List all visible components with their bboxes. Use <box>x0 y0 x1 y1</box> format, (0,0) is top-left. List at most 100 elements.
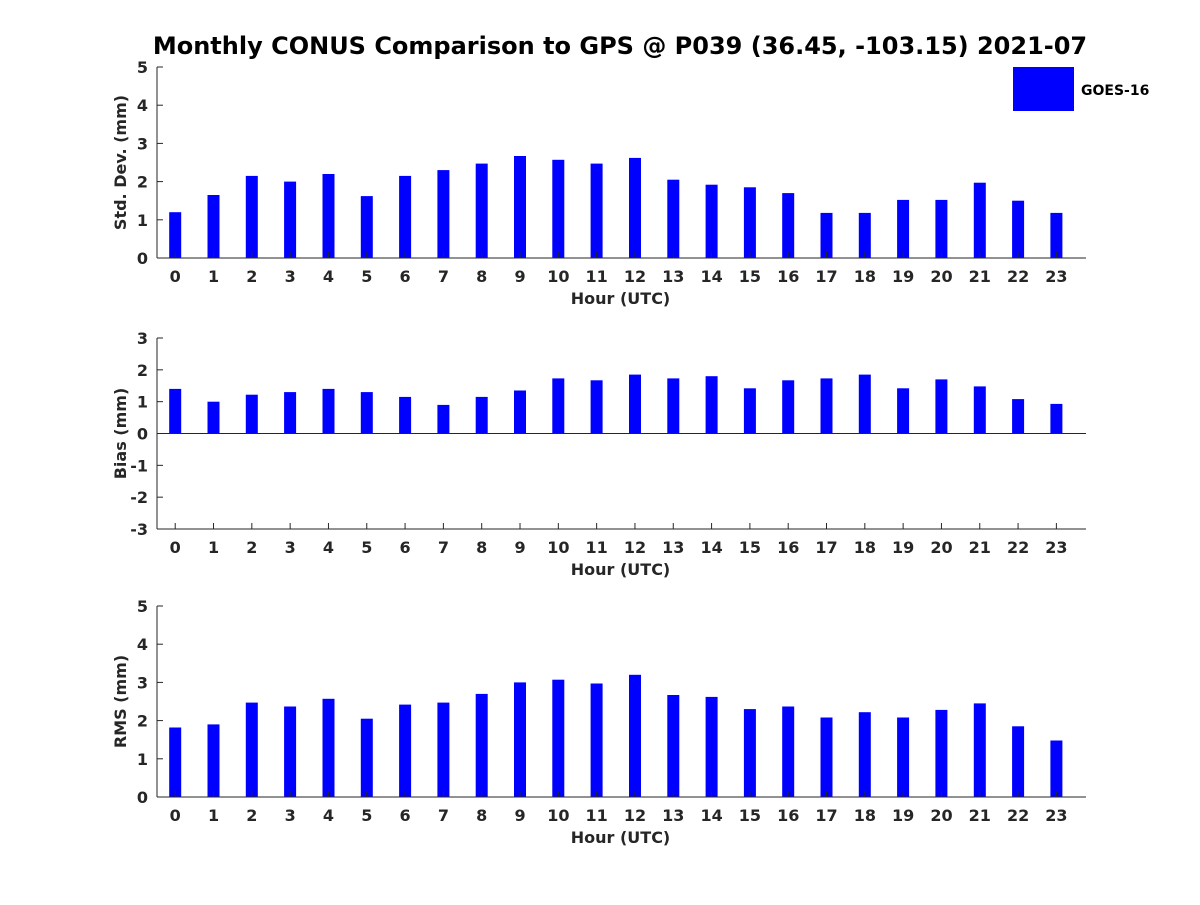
x-tick-label: 0 <box>170 267 181 286</box>
bar <box>399 175 412 258</box>
bar <box>1050 403 1063 434</box>
x-tick-label: 17 <box>815 538 837 557</box>
x-tick-label: 6 <box>400 267 411 286</box>
x-tick-label: 23 <box>1045 538 1067 557</box>
bar <box>514 156 526 258</box>
bar <box>169 727 182 797</box>
x-tick-label: 4 <box>323 267 334 286</box>
x-tick-label: 14 <box>700 806 722 825</box>
x-tick-label: 2 <box>246 267 257 286</box>
x-tick-label: 0 <box>170 806 181 825</box>
bar <box>820 212 833 258</box>
x-tick-label: 23 <box>1045 806 1067 825</box>
bar <box>437 702 450 797</box>
bar <box>437 170 450 258</box>
bar <box>552 378 565 434</box>
bar <box>322 388 335 434</box>
y-tick-label: 5 <box>137 597 148 616</box>
x-tick-label: 13 <box>662 267 684 286</box>
bar <box>858 212 871 258</box>
x-tick-label: 22 <box>1007 538 1029 557</box>
bar <box>322 698 335 797</box>
bar <box>935 709 948 797</box>
y-tick-label: -2 <box>130 488 148 507</box>
bar <box>935 199 948 258</box>
legend: GOES-16 <box>1013 67 1149 111</box>
x-tick-label: 12 <box>624 538 646 557</box>
bar <box>1050 740 1063 797</box>
x-tick-label: 20 <box>930 538 952 557</box>
bar <box>667 179 680 258</box>
bar <box>782 380 795 434</box>
x-tick-label: 21 <box>969 538 991 557</box>
x-tick-label: 20 <box>930 267 952 286</box>
legend-label: GOES-16 <box>1081 83 1149 99</box>
y-tick-label: 3 <box>137 329 148 348</box>
x-tick-label: 0 <box>170 538 181 557</box>
x-tick-label: 16 <box>777 538 799 557</box>
x-tick-label: 18 <box>854 538 876 557</box>
x-tick-label: 8 <box>476 806 487 825</box>
x-tick-label: 15 <box>739 267 761 286</box>
bar <box>705 376 718 434</box>
bar <box>475 693 488 797</box>
x-tick-label: 18 <box>854 806 876 825</box>
x-tick-label: 22 <box>1007 267 1029 286</box>
bar <box>475 396 488 434</box>
bar <box>590 683 603 797</box>
y-tick-label: 2 <box>137 173 148 192</box>
x-tick-label: 21 <box>969 267 991 286</box>
x-tick-label: 11 <box>586 538 608 557</box>
y-tick-label: 2 <box>137 712 148 731</box>
bar <box>629 157 641 258</box>
x-tick-label: 15 <box>739 806 761 825</box>
bar <box>1012 399 1025 434</box>
bar <box>360 718 373 797</box>
x-tick-label: 1 <box>208 267 219 286</box>
bar <box>1050 212 1063 258</box>
x-tick-label: 5 <box>361 806 372 825</box>
bar <box>820 717 833 797</box>
bar <box>858 374 871 434</box>
bar <box>514 390 526 434</box>
bar <box>705 696 718 797</box>
x-tick-label: 7 <box>438 538 449 557</box>
bar <box>360 196 373 258</box>
bar <box>820 378 833 434</box>
bar <box>514 682 526 797</box>
bar <box>629 374 641 434</box>
bar <box>245 394 258 434</box>
x-tick-label: 11 <box>586 267 608 286</box>
bar <box>858 712 871 797</box>
x-tick-label: 17 <box>815 806 837 825</box>
x-tick-label: 15 <box>739 538 761 557</box>
y-tick-label: 0 <box>137 425 148 444</box>
y-tick-label: 0 <box>137 249 148 268</box>
legend-swatch <box>1013 67 1074 111</box>
bar <box>475 163 488 258</box>
x-tick-label: 16 <box>777 267 799 286</box>
bar <box>973 703 986 797</box>
bar <box>973 386 986 434</box>
bar <box>284 181 297 258</box>
bar <box>782 706 795 797</box>
x-tick-label: 10 <box>547 267 569 286</box>
bar <box>322 174 335 258</box>
x-tick-label: 4 <box>323 538 334 557</box>
x-axis-label: Hour (UTC) <box>571 560 671 579</box>
bar <box>399 396 412 434</box>
x-tick-label: 1 <box>208 538 219 557</box>
x-tick-label: 19 <box>892 806 914 825</box>
x-tick-label: 14 <box>700 538 722 557</box>
x-tick-label: 19 <box>892 538 914 557</box>
y-tick-label: 3 <box>137 134 148 153</box>
x-tick-label: 13 <box>662 806 684 825</box>
x-tick-label: 14 <box>700 267 722 286</box>
bar <box>590 163 603 258</box>
x-tick-label: 3 <box>285 267 296 286</box>
y-tick-label: -1 <box>130 456 148 475</box>
x-tick-label: 22 <box>1007 806 1029 825</box>
y-tick-label: 0 <box>137 788 148 807</box>
